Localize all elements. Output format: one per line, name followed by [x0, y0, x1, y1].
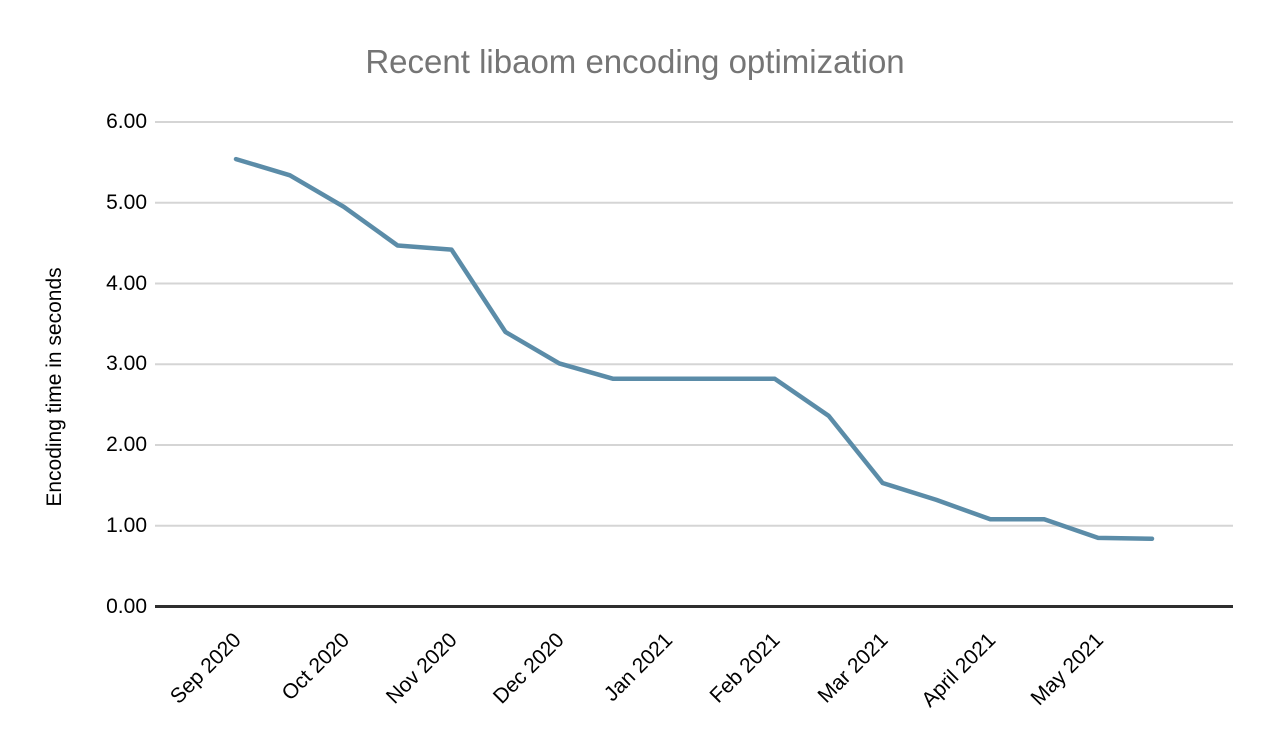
y-tick-label: 3.00 — [106, 352, 147, 376]
encoding-time-series-line — [233, 156, 1155, 541]
y-tick-label: 1.00 — [106, 513, 147, 537]
y-tick-label: 0.00 — [106, 594, 147, 618]
gridlines — [155, 121, 1233, 608]
y-tick-label: 4.00 — [106, 271, 147, 295]
y-tick-label: 2.00 — [106, 433, 147, 456]
y-tick-label: 5.00 — [106, 190, 147, 214]
y-tick-label: 6.00 — [106, 110, 147, 133]
chart-title: Recent libaom encoding optimization — [365, 43, 905, 80]
